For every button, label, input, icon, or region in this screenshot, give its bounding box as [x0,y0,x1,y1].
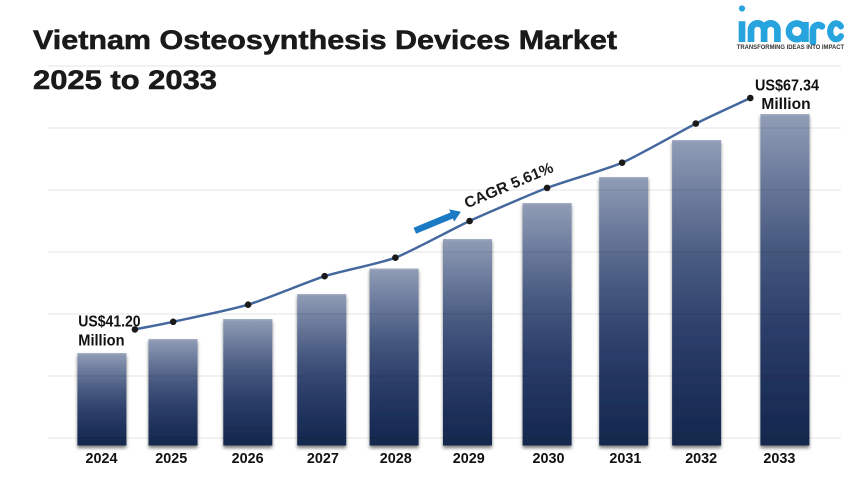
svg-text:2026: 2026 [232,451,264,467]
svg-text:2029: 2029 [453,451,485,467]
svg-text:Million: Million [78,333,124,350]
svg-text:2025: 2025 [155,451,187,467]
svg-text:2033: 2033 [763,451,795,467]
svg-text:2028: 2028 [380,451,412,467]
svg-text:TRANSFORMING IDEAS INTO IMPACT: TRANSFORMING IDEAS INTO IMPACT [737,44,844,51]
svg-text:2030: 2030 [533,451,565,467]
svg-text:US$67.34: US$67.34 [755,78,819,95]
svg-text:2031: 2031 [609,451,641,467]
svg-text:2025 to 2033: 2025 to 2033 [33,65,217,95]
svg-text:Vietnam Osteosynthesis Devices: Vietnam Osteosynthesis Devices Market [33,25,617,55]
svg-text:US$41.20: US$41.20 [78,313,140,330]
svg-text:Million: Million [761,96,810,113]
svg-text:2027: 2027 [307,451,339,467]
svg-text:2024: 2024 [86,451,119,467]
svg-text:2032: 2032 [685,451,717,467]
